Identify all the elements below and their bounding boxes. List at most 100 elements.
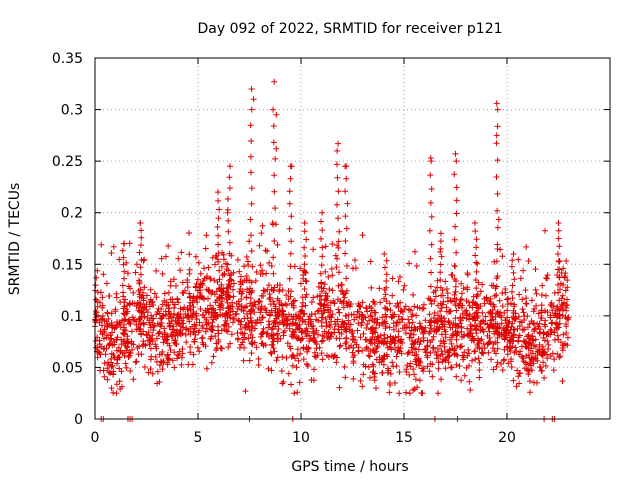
data-point: [383, 277, 390, 284]
data-point: [312, 339, 319, 346]
data-point: [286, 275, 293, 282]
data-point: [441, 318, 448, 325]
data-point: [286, 188, 293, 195]
data-point: [350, 335, 357, 342]
data-point: [179, 330, 186, 337]
data-point: [141, 313, 148, 320]
data-point: [280, 332, 287, 339]
data-point: [175, 255, 182, 262]
data-point: [383, 257, 390, 264]
data-point: [399, 308, 406, 315]
data-point: [257, 309, 264, 316]
data-point: [405, 316, 412, 323]
data-point: [409, 311, 416, 318]
data-point: [178, 249, 185, 256]
data-point: [232, 311, 239, 318]
data-point: [333, 359, 340, 366]
data-point: [516, 291, 523, 298]
data-point: [308, 377, 315, 384]
data-point: [247, 216, 254, 223]
data-point: [96, 319, 103, 326]
data-point: [132, 359, 139, 366]
data-point: [156, 351, 163, 358]
data-point: [336, 309, 343, 316]
data-point: [369, 346, 376, 353]
data-point: [154, 368, 161, 375]
data-point: [153, 358, 160, 365]
data-point: [539, 343, 546, 350]
data-point: [272, 309, 279, 316]
data-point: [235, 317, 242, 324]
data-point: [408, 327, 415, 334]
data-point: [360, 371, 367, 378]
data-point: [410, 386, 417, 393]
data-point: [527, 389, 534, 396]
data-point: [559, 378, 566, 385]
data-point: [504, 296, 511, 303]
data-point: [272, 312, 279, 319]
data-point: [432, 348, 439, 355]
data-point: [438, 348, 445, 355]
data-point: [268, 367, 275, 374]
data-point: [370, 298, 377, 305]
data-point: [293, 364, 300, 371]
data-point: [121, 268, 128, 275]
data-point: [167, 282, 174, 289]
data-point: [299, 307, 306, 314]
data-point: [473, 301, 480, 308]
data-point: [563, 323, 570, 330]
data-point: [490, 366, 497, 373]
data-point: [561, 300, 568, 307]
data-point: [95, 348, 102, 355]
data-point: [432, 293, 439, 300]
data-point: [119, 247, 126, 254]
data-point: [381, 331, 388, 338]
data-point: [554, 266, 561, 273]
data-point: [169, 357, 176, 364]
data-point: [445, 318, 452, 325]
data-point: [508, 288, 515, 295]
data-point: [101, 317, 108, 324]
data-point: [428, 269, 435, 276]
data-point: [115, 354, 122, 361]
data-point: [164, 352, 171, 359]
data-point: [355, 320, 362, 327]
data-point: [386, 389, 393, 396]
data-point: [433, 351, 440, 358]
data-point: [556, 354, 563, 361]
data-point: [333, 201, 340, 208]
x-tick-label: 20: [498, 430, 516, 446]
data-point: [530, 308, 537, 315]
data-point: [565, 316, 572, 323]
data-point: [265, 324, 272, 331]
data-point: [541, 307, 548, 314]
data-point: [240, 357, 247, 364]
data-point: [556, 320, 563, 327]
data-point: [367, 312, 374, 319]
data-point: [488, 356, 495, 363]
data-point: [420, 368, 427, 375]
data-point: [187, 307, 194, 314]
data-point: [564, 277, 571, 284]
data-point: [225, 228, 232, 235]
data-point: [334, 174, 341, 181]
data-point: [248, 137, 255, 144]
data-point: [384, 344, 391, 351]
data-point: [318, 314, 325, 321]
data-point: [276, 288, 283, 295]
data-point: [486, 309, 493, 316]
data-point: [271, 237, 278, 244]
data-point: [178, 361, 185, 368]
data-point: [382, 291, 389, 298]
data-point: [428, 325, 435, 332]
data-point: [511, 301, 518, 308]
data-point: [435, 390, 442, 397]
data-point: [109, 362, 116, 369]
data-point: [353, 314, 360, 321]
data-point: [153, 335, 160, 342]
data-point: [247, 122, 254, 129]
data-point: [263, 270, 270, 277]
data-point: [252, 319, 259, 326]
data-point: [195, 259, 202, 266]
data-point: [528, 297, 535, 304]
